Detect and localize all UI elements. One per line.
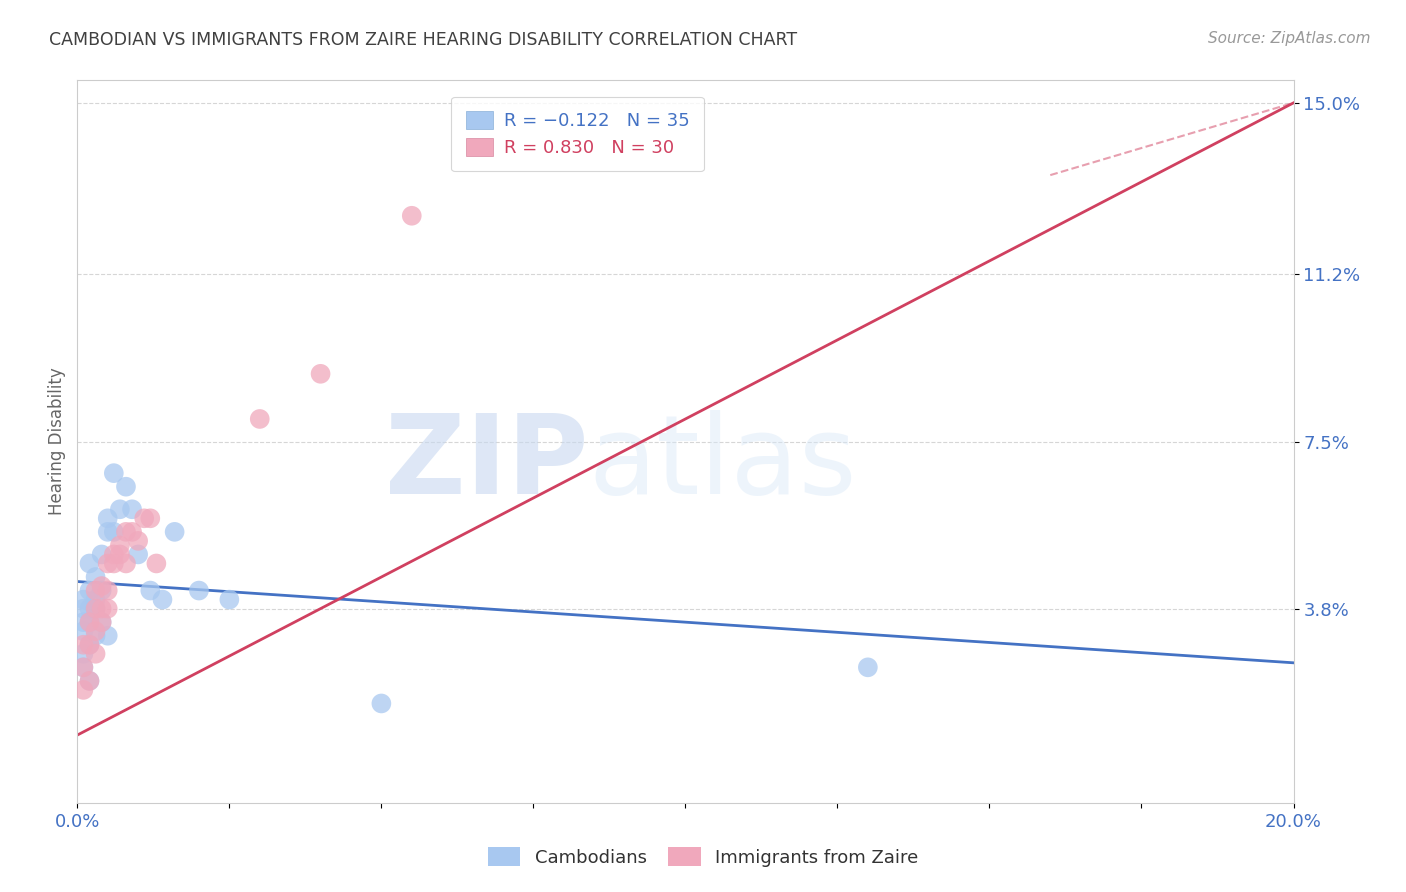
Point <box>188 583 211 598</box>
Point <box>84 624 107 639</box>
Point <box>401 209 423 223</box>
Point <box>103 557 125 571</box>
Point <box>309 367 332 381</box>
Point <box>84 601 107 615</box>
Point <box>103 466 125 480</box>
Point <box>115 524 138 539</box>
Point <box>84 583 107 598</box>
Point <box>79 583 101 598</box>
Point <box>115 557 138 571</box>
Point <box>108 548 131 562</box>
Point <box>121 502 143 516</box>
Point <box>856 660 879 674</box>
Point <box>72 601 94 615</box>
Point <box>72 624 94 639</box>
Point <box>72 647 94 661</box>
Legend: R = −0.122   N = 35, R = 0.830   N = 30: R = −0.122 N = 35, R = 0.830 N = 30 <box>451 96 704 171</box>
Point <box>90 615 112 630</box>
Point <box>79 673 101 688</box>
Point <box>72 638 94 652</box>
Point <box>134 511 156 525</box>
Point <box>72 660 94 674</box>
Point <box>103 524 125 539</box>
Point <box>115 480 138 494</box>
Point <box>79 638 101 652</box>
Point <box>103 548 125 562</box>
Point <box>97 557 120 571</box>
Point <box>97 511 120 525</box>
Point <box>121 524 143 539</box>
Point <box>79 615 101 630</box>
Point <box>249 412 271 426</box>
Text: CAMBODIAN VS IMMIGRANTS FROM ZAIRE HEARING DISABILITY CORRELATION CHART: CAMBODIAN VS IMMIGRANTS FROM ZAIRE HEARI… <box>49 31 797 49</box>
Point <box>79 601 101 615</box>
Point <box>139 583 162 598</box>
Point <box>84 647 107 661</box>
Point <box>108 502 131 516</box>
Point <box>97 601 120 615</box>
Text: atlas: atlas <box>588 409 856 516</box>
Point <box>163 524 186 539</box>
Point <box>84 592 107 607</box>
Point <box>79 638 101 652</box>
Point <box>218 592 240 607</box>
Point <box>97 583 120 598</box>
Point <box>127 533 149 548</box>
Point <box>97 629 120 643</box>
Point <box>90 601 112 615</box>
Point <box>145 557 167 571</box>
Point <box>79 673 101 688</box>
Point <box>84 629 107 643</box>
Point <box>72 682 94 697</box>
Point <box>90 615 112 630</box>
Point <box>72 660 94 674</box>
Point <box>72 592 94 607</box>
Legend: Cambodians, Immigrants from Zaire: Cambodians, Immigrants from Zaire <box>481 840 925 874</box>
Point <box>108 538 131 552</box>
Point <box>72 615 94 630</box>
Text: Source: ZipAtlas.com: Source: ZipAtlas.com <box>1208 31 1371 46</box>
Point <box>370 697 392 711</box>
Point <box>90 579 112 593</box>
Point <box>152 592 174 607</box>
Text: ZIP: ZIP <box>385 409 588 516</box>
Point <box>79 557 101 571</box>
Point <box>127 548 149 562</box>
Point <box>84 601 107 615</box>
Point <box>90 583 112 598</box>
Point <box>79 615 101 630</box>
Point <box>84 570 107 584</box>
Y-axis label: Hearing Disability: Hearing Disability <box>48 368 66 516</box>
Point <box>90 548 112 562</box>
Point <box>97 524 120 539</box>
Point <box>139 511 162 525</box>
